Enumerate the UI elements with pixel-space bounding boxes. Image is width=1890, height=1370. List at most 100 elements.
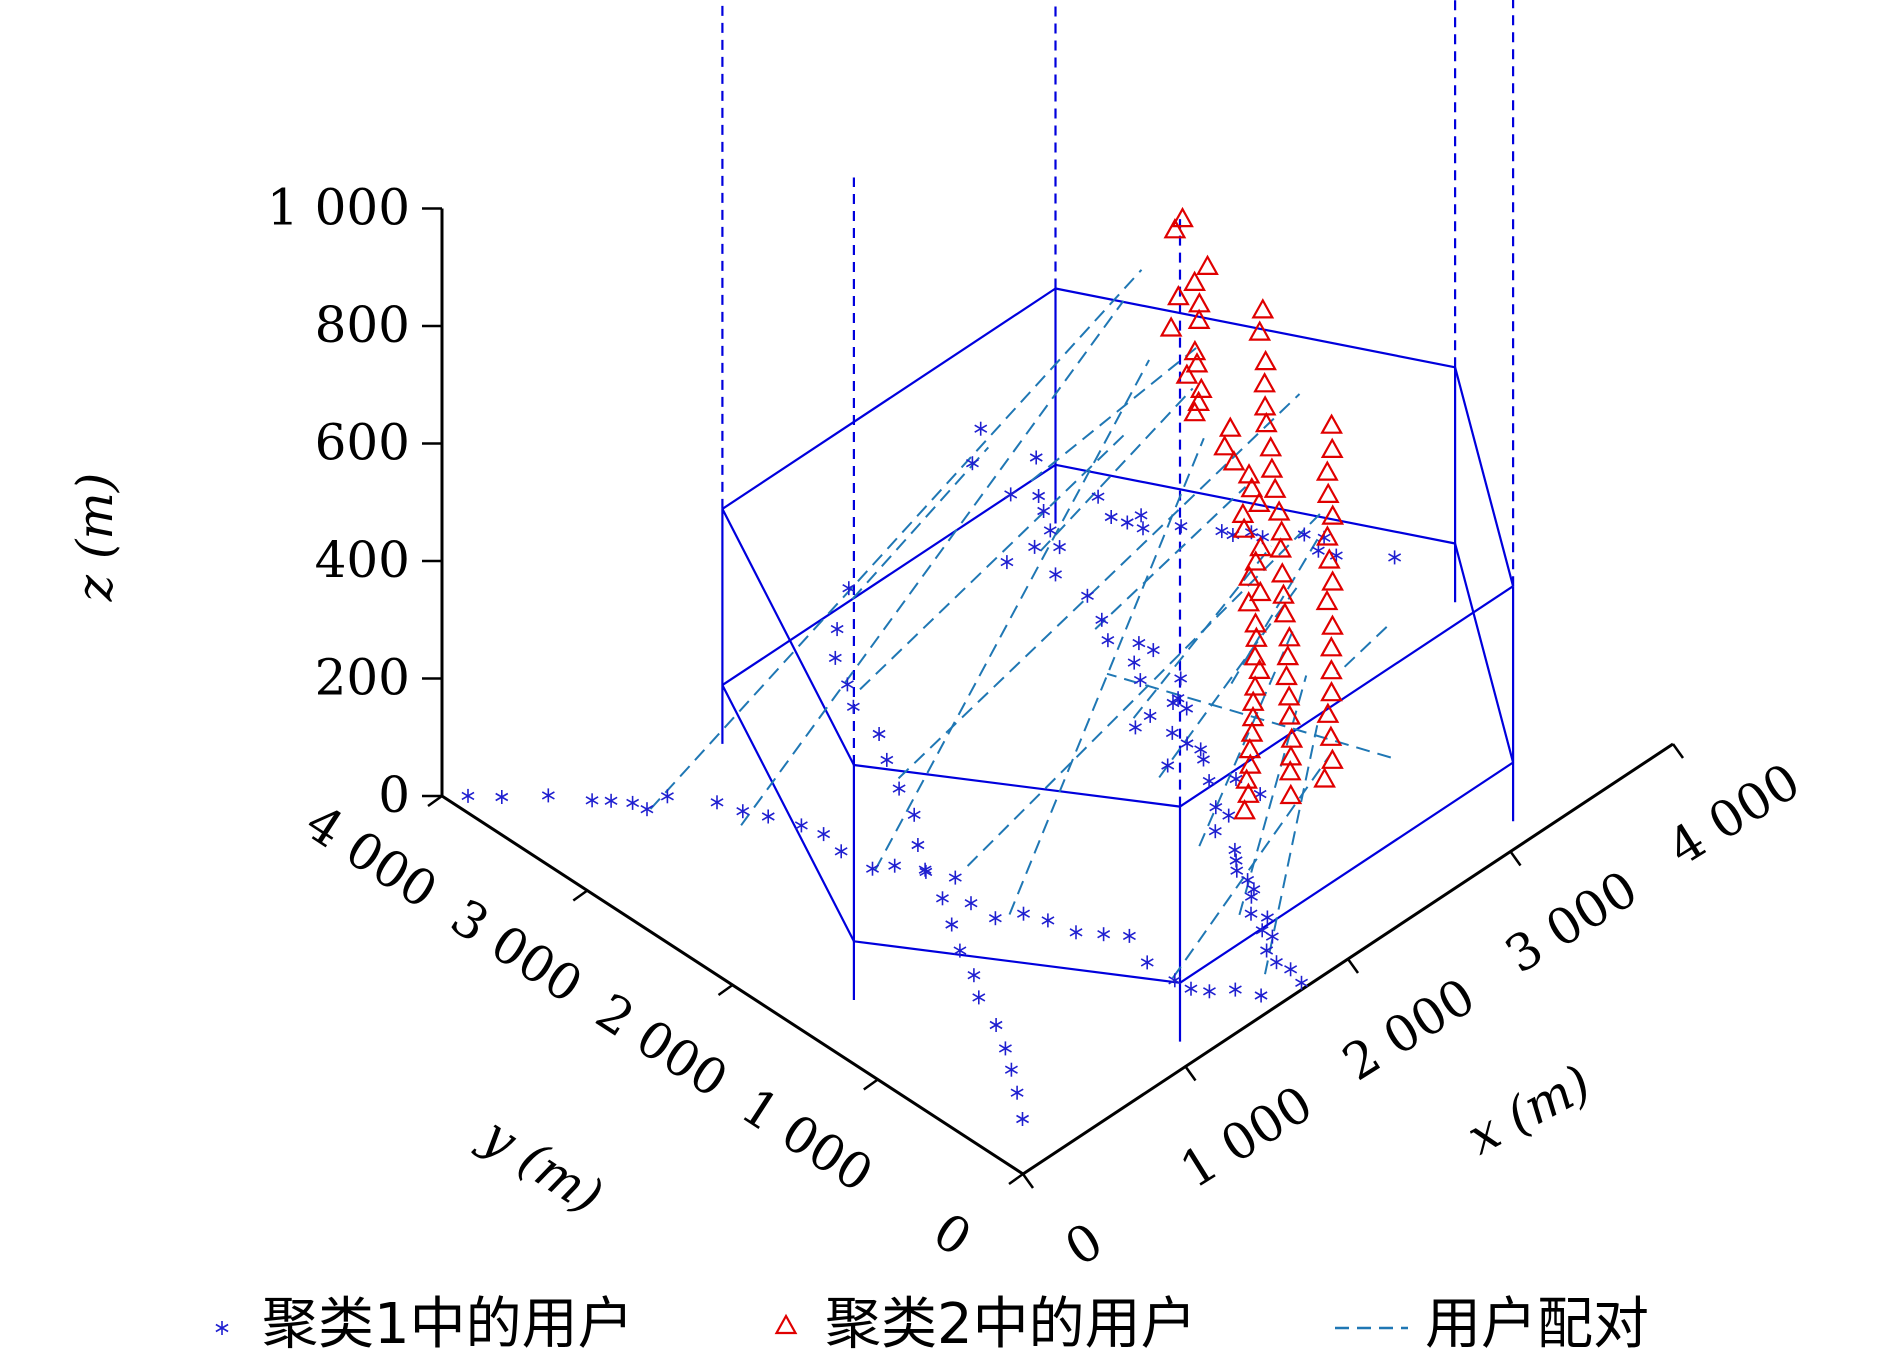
cluster1-point (1209, 800, 1223, 815)
star-stroke (828, 653, 842, 663)
cluster2-point (1313, 767, 1336, 788)
star-stroke (1184, 984, 1198, 993)
star-stroke (1254, 991, 1268, 1000)
cluster2-point (1279, 783, 1303, 805)
cell-edge-level2 (1454, 367, 1515, 587)
cluster1-point (892, 781, 906, 796)
star-stroke (935, 894, 949, 903)
cluster1-point (1196, 752, 1210, 767)
star-stroke (1202, 987, 1216, 996)
star-stroke (965, 459, 979, 468)
star-stroke (660, 792, 674, 801)
cluster1-point (974, 421, 988, 436)
pairing-line (874, 359, 1150, 871)
legend-item-cluster2: 聚类2中的用户 (774, 1292, 1197, 1357)
cluster2-point (1218, 416, 1242, 437)
pairing-line (1264, 725, 1319, 975)
cluster1-point (830, 622, 844, 637)
legend-label-pairing: 用户配对 (1425, 1292, 1649, 1357)
cluster2-point (1237, 565, 1261, 586)
cluster2-point (1196, 254, 1219, 275)
cluster1-point (1146, 643, 1160, 658)
cluster2-point (1247, 491, 1271, 512)
y-tick-label: 1 000 (731, 1077, 883, 1204)
star-stroke (1134, 511, 1148, 520)
cluster2-point (1188, 292, 1211, 313)
cluster2-point (1315, 460, 1339, 481)
star-stroke (880, 755, 894, 765)
star-stroke (1029, 453, 1043, 462)
star-stroke (988, 914, 1002, 923)
pairing-line (851, 446, 990, 600)
cluster1-point (1202, 774, 1216, 789)
star-stroke (1228, 985, 1242, 994)
cluster2-point (1222, 450, 1246, 471)
legend-triangle-icon (774, 1313, 798, 1335)
cluster1-point (1127, 655, 1141, 670)
cluster2-point (1245, 626, 1268, 647)
cluster2-point (1320, 437, 1344, 458)
cluster2-point (1321, 748, 1344, 769)
star-stroke (1097, 930, 1111, 939)
cluster1-point (461, 788, 475, 803)
axes (422, 207, 1685, 1189)
star-stroke (911, 840, 925, 850)
cluster1-point (1247, 882, 1261, 897)
cluster1-point (1041, 913, 1055, 928)
cluster1-point (866, 861, 879, 876)
cell-edge-level2 (1055, 287, 1456, 369)
cluster1-point (1260, 910, 1274, 925)
cluster2-point (1321, 570, 1344, 591)
cluster2-point (1320, 658, 1343, 680)
star-stroke (1101, 636, 1115, 645)
star-stroke (1080, 591, 1094, 600)
z-tick-label: 1 000 (267, 179, 410, 237)
cell-edge-level1 (853, 940, 1181, 984)
cluster2-point (1248, 320, 1272, 341)
star-stroke (1004, 1065, 1018, 1074)
star-stroke (1311, 546, 1325, 555)
legend-item-pairing: 用户配对 (1335, 1292, 1649, 1357)
cell-edge-level1 (721, 463, 1057, 687)
star-stroke (840, 680, 854, 689)
cluster1-point (1260, 943, 1274, 958)
star-stroke (1004, 490, 1018, 499)
cluster2-point (1171, 206, 1194, 228)
pairing-line (1094, 486, 1247, 630)
cluster2-point (1316, 525, 1339, 546)
cell-edge-level1 (1454, 543, 1515, 763)
star-stroke (1180, 704, 1194, 713)
cluster1-point (1208, 824, 1222, 839)
star-stroke (1136, 524, 1150, 533)
y-tick-mark (427, 794, 443, 808)
cluster1-point (1174, 671, 1188, 686)
star-stroke (953, 946, 967, 955)
star-stroke (866, 864, 879, 873)
cluster2-point (1243, 675, 1267, 696)
star-stroke (1247, 885, 1261, 894)
star-stroke (998, 1044, 1012, 1053)
cluster1-point (907, 807, 921, 822)
pairing-lines (649, 269, 1392, 979)
star-stroke (907, 810, 921, 819)
y-tick-label: 0 (923, 1202, 981, 1268)
cell-edge-level1 (1179, 761, 1514, 984)
cluster2-point (1276, 644, 1300, 666)
x-tick-label: 2 000 (1333, 967, 1485, 1092)
x-axis-label: x (m) (1458, 1054, 1600, 1166)
cluster1-point (1228, 842, 1242, 857)
pairing-line (740, 300, 1125, 826)
cluster1-point (872, 727, 886, 741)
legend-label-cluster1: 聚类1中的用户 (262, 1292, 634, 1357)
pairing-line (649, 269, 1143, 810)
cluster1-point (1295, 975, 1309, 990)
cluster2-point (1317, 548, 1341, 569)
star-stroke (1171, 694, 1185, 703)
cluster1-points (461, 421, 1402, 1126)
cluster1-point (604, 793, 618, 808)
y-tick-label: 4 000 (295, 793, 447, 920)
cluster1-point (1265, 929, 1279, 944)
star-stroke (1196, 755, 1210, 764)
star-stroke (945, 920, 959, 929)
star-stroke (1241, 875, 1255, 885)
